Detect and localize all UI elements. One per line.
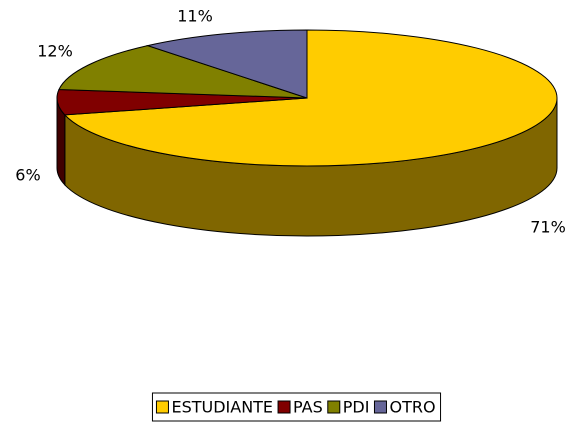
- data-label: 11%: [177, 7, 213, 26]
- legend-label: PAS: [293, 398, 323, 417]
- data-label: 6%: [15, 166, 40, 185]
- data-label: 12%: [37, 42, 73, 61]
- pie-slice: [63, 29, 558, 167]
- legend-box: [151, 392, 442, 422]
- pie-slice: [58, 45, 308, 99]
- legend: ESTUDIANTE PAS PDI OTRO: [155, 398, 436, 417]
- data-label: 71%: [530, 218, 566, 237]
- pie-slice: [145, 29, 308, 99]
- legend-label: OTRO: [389, 398, 435, 417]
- legend-label: ESTUDIANTE: [171, 398, 273, 417]
- legend-swatch: [277, 400, 291, 414]
- legend-swatch: [327, 400, 341, 414]
- legend-swatch: [155, 400, 169, 414]
- legend-label: PDI: [343, 398, 370, 417]
- legend-swatch: [373, 400, 387, 414]
